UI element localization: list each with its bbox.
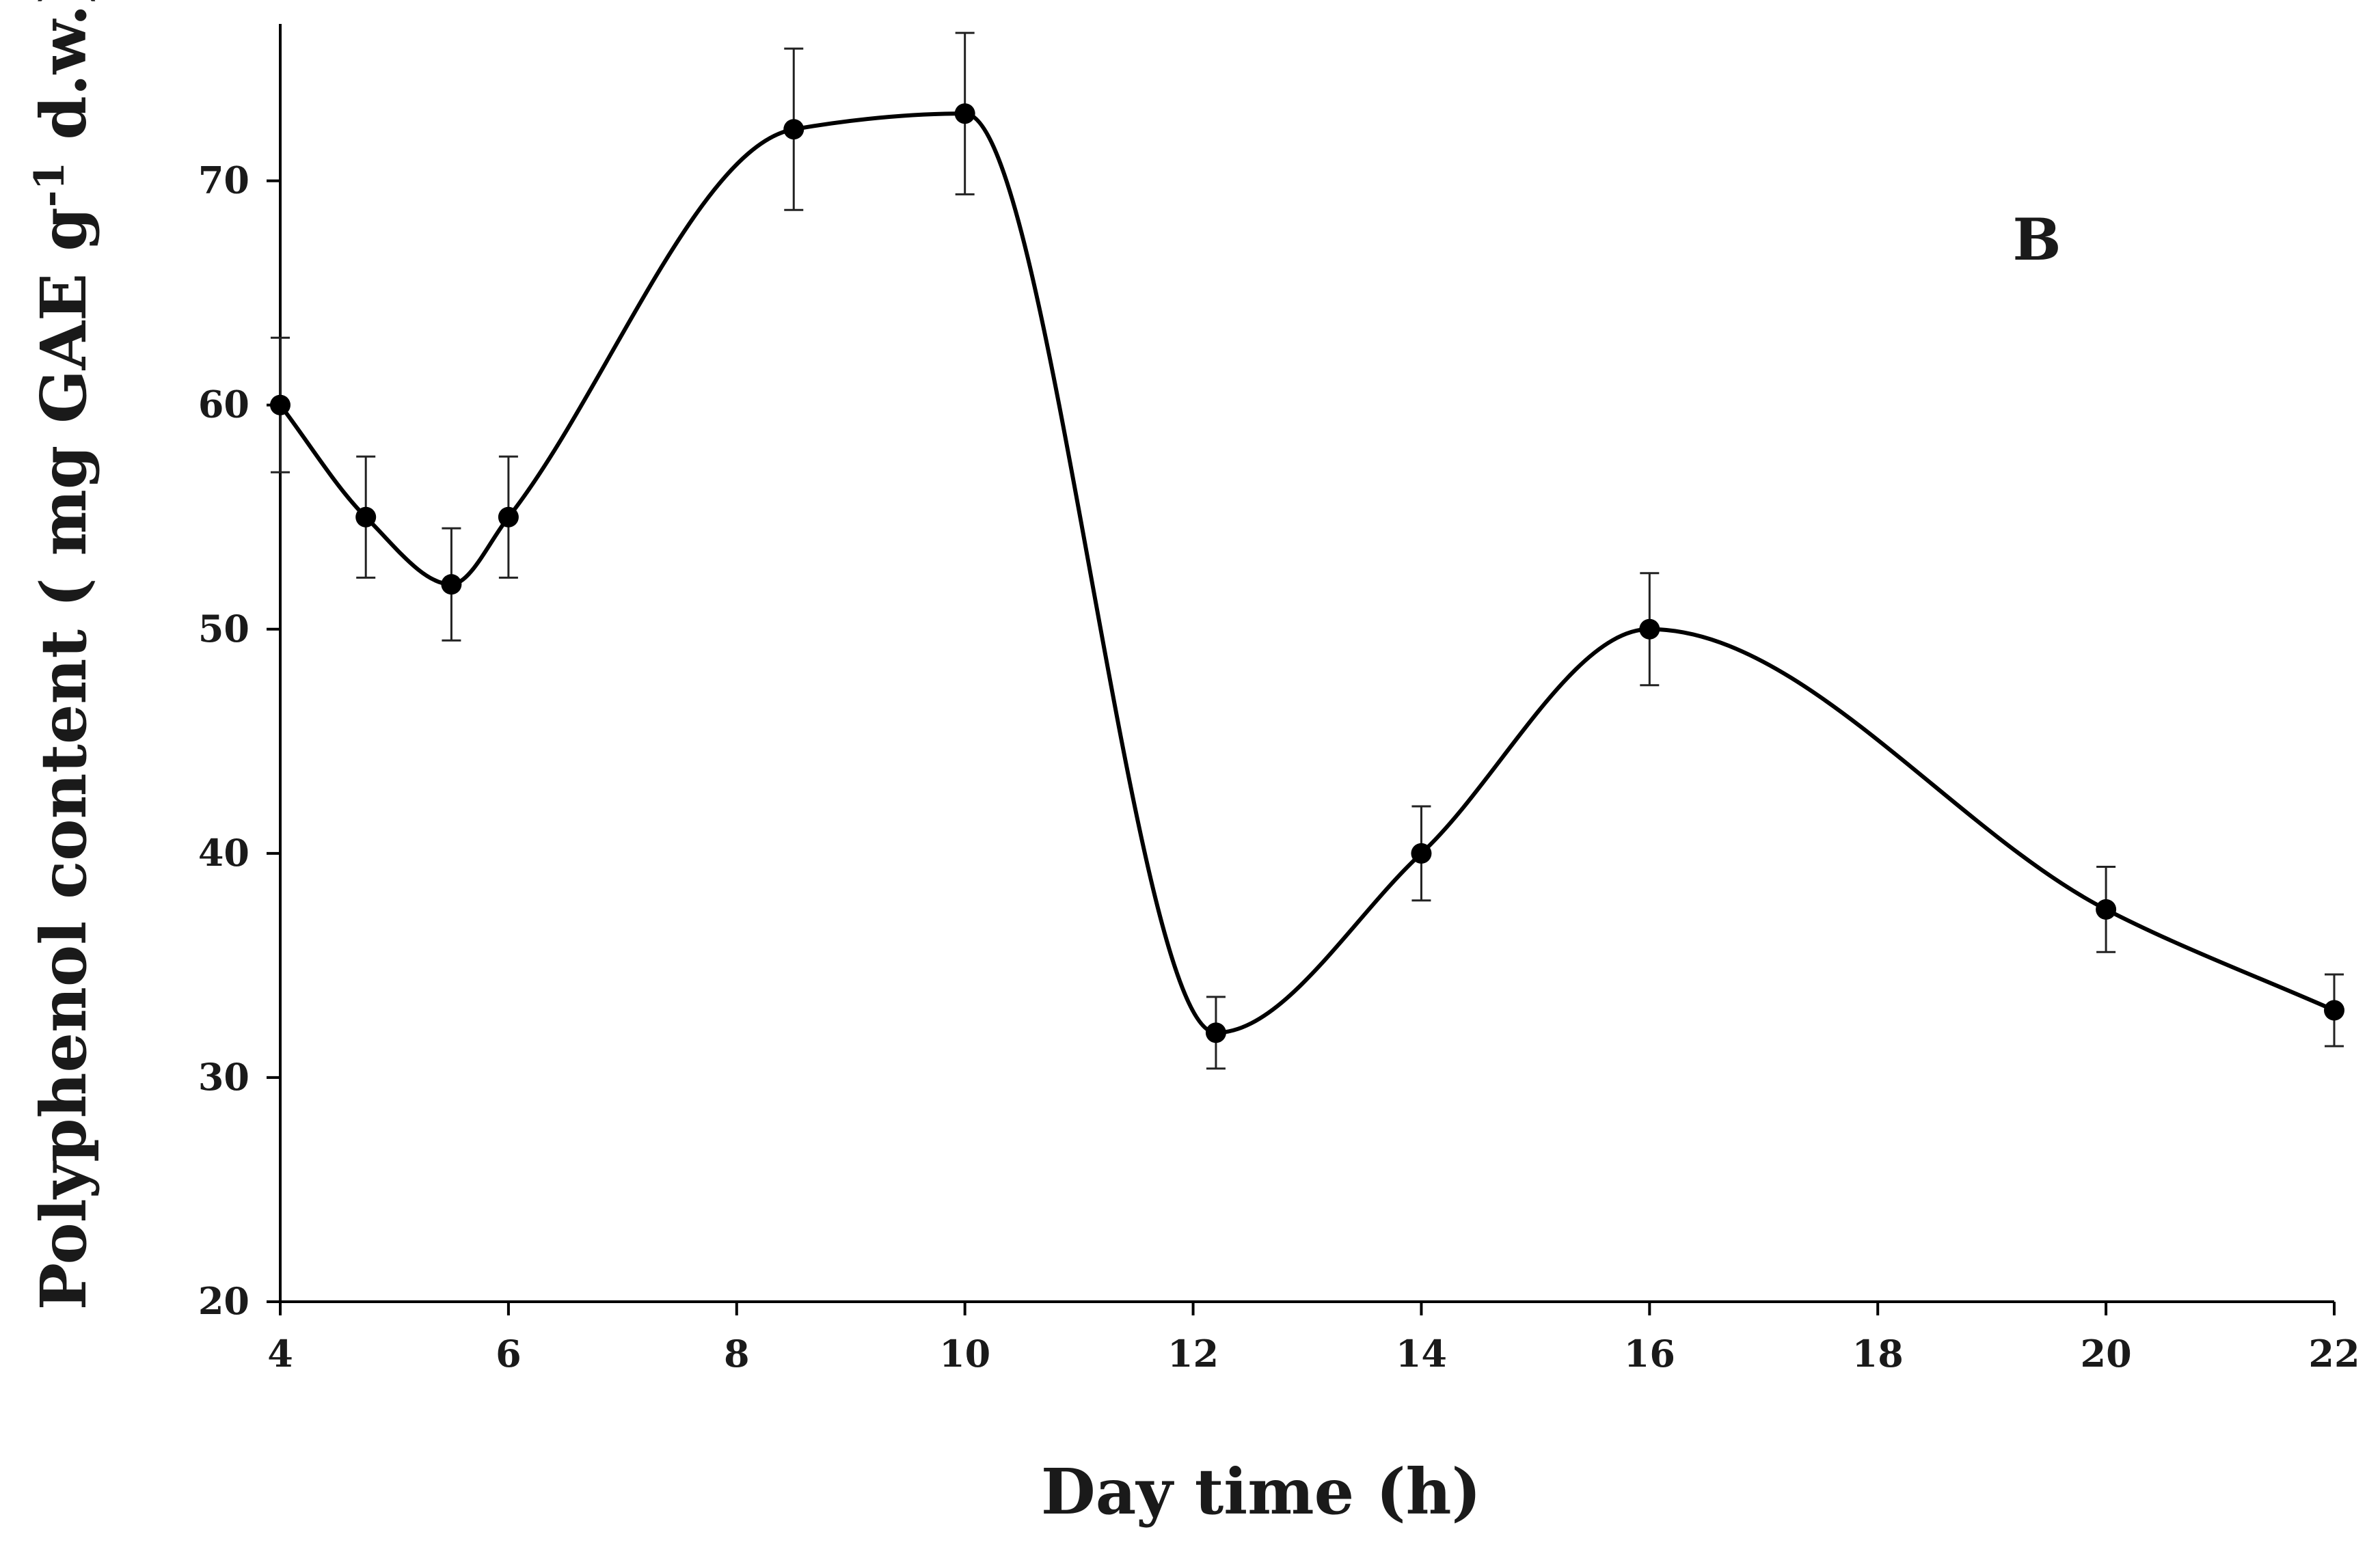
x-tick-label: 4 bbox=[267, 1332, 293, 1376]
x-tick-label: 12 bbox=[1167, 1332, 1219, 1376]
y-tick-label: 30 bbox=[198, 1055, 249, 1099]
data-point bbox=[498, 506, 519, 528]
data-point bbox=[2096, 899, 2117, 920]
y-tick-label: 60 bbox=[198, 383, 249, 426]
series-curve-group bbox=[278, 111, 2336, 1035]
y-tick-label: 50 bbox=[198, 607, 249, 651]
data-point bbox=[441, 574, 462, 595]
x-tick-label: 18 bbox=[1852, 1332, 1904, 1376]
y-tick-label: 40 bbox=[198, 831, 249, 875]
y-tick-label: 20 bbox=[198, 1279, 249, 1323]
data-point bbox=[270, 394, 290, 415]
data-point bbox=[954, 103, 975, 124]
data-point bbox=[1411, 843, 1432, 864]
panel-label: B bbox=[2013, 206, 2061, 273]
data-point bbox=[355, 506, 377, 528]
x-tick-label: 10 bbox=[939, 1332, 990, 1376]
data-point bbox=[1639, 618, 1660, 640]
y-axis-title: Polyphenol content ( mg GAE g-1 d.w.) bbox=[26, 0, 100, 1310]
labels: B Day time (h) Polyphenol content ( mg G… bbox=[26, 0, 2061, 1529]
data-point bbox=[1205, 1022, 1226, 1043]
y-axis-title-superscript: -1 bbox=[26, 162, 74, 208]
data-point-group bbox=[270, 103, 2344, 1043]
x-tick-label: 14 bbox=[1396, 1332, 1447, 1376]
x-tick-label: 6 bbox=[496, 1332, 522, 1376]
x-axis-title: Day time (h) bbox=[1041, 1455, 1481, 1529]
axes: 4 6 8 10 12 14 16 18 20 22 20 30 40 50 60 70 bbox=[198, 24, 2360, 1376]
y-axis-title-main: Polyphenol content ( mg GAE g bbox=[27, 207, 100, 1310]
series-line bbox=[278, 111, 2336, 1035]
data-point bbox=[2324, 1000, 2344, 1021]
x-tick-label: 8 bbox=[724, 1332, 750, 1376]
x-tick-label: 22 bbox=[2308, 1332, 2359, 1376]
data-point bbox=[783, 119, 804, 140]
x-tick-label: 16 bbox=[1624, 1332, 1675, 1376]
y-axis-title-tail: d.w.) bbox=[27, 0, 100, 162]
x-tick-label: 20 bbox=[2081, 1332, 2132, 1376]
y-tick-label: 70 bbox=[198, 159, 249, 202]
